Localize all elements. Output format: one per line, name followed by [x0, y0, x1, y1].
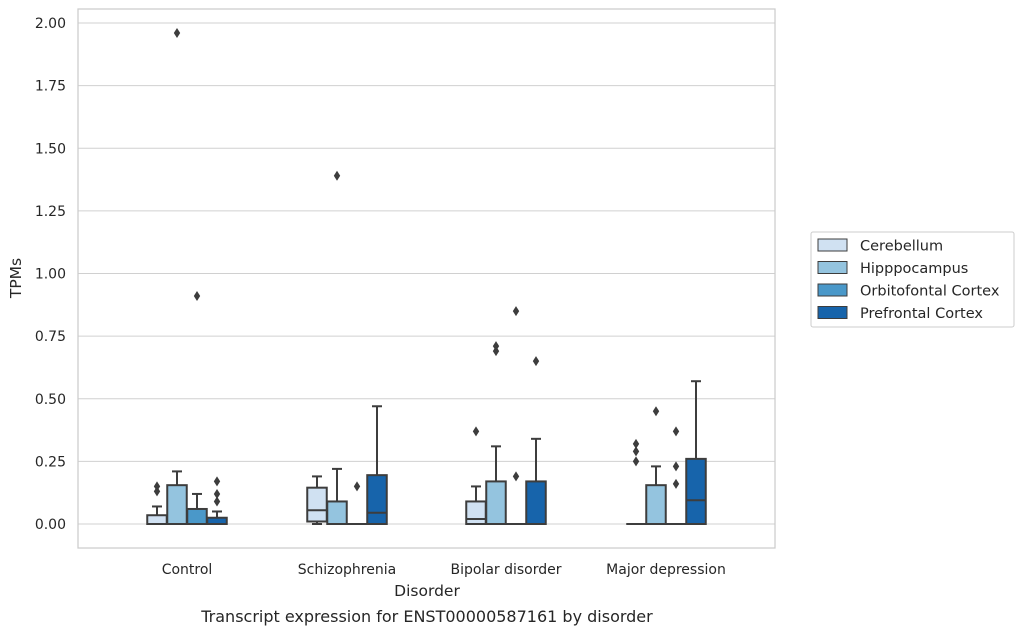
- box: [506, 306, 526, 525]
- box-body: [306, 486, 328, 523]
- y-tick-label: 0.50: [35, 392, 66, 408]
- box-body: [366, 474, 388, 525]
- outlier-point: [632, 438, 640, 449]
- y-tick-label: 2.00: [35, 16, 66, 32]
- legend-swatch: [817, 261, 848, 274]
- box: [326, 170, 348, 525]
- legend-item: Cerebellum: [817, 238, 943, 255]
- outlier-point: [213, 496, 221, 507]
- x-tick-label: Schizophrenia: [298, 562, 396, 578]
- legend-swatch: [817, 306, 848, 319]
- legend-item: Hipppocampus: [817, 261, 968, 277]
- outlier-point: [492, 346, 500, 357]
- plot-frame: [77, 8, 776, 549]
- legend-frame: [810, 231, 1015, 328]
- y-tick-label: 1.00: [35, 267, 66, 283]
- box: [525, 356, 547, 526]
- box-body: [186, 507, 208, 526]
- outlier-point: [672, 478, 680, 489]
- outlier-point: [632, 446, 640, 457]
- box: [645, 406, 667, 525]
- box: [306, 475, 328, 525]
- legend-label: Cerebellum: [860, 239, 943, 255]
- box: [166, 28, 188, 525]
- outlier-point: [193, 291, 201, 302]
- box-body: [465, 500, 487, 525]
- outlier-point: [672, 461, 680, 472]
- y-tick-label: 1.25: [35, 204, 66, 220]
- outlier-point: [512, 471, 520, 482]
- box-series: [146, 28, 707, 526]
- legend-swatch: [817, 238, 848, 252]
- outlier-point: [472, 426, 480, 437]
- y-tick-label: 0.00: [35, 517, 66, 533]
- outlier-point: [672, 426, 680, 437]
- box-body: [485, 480, 507, 526]
- y-tick-label: 1.75: [35, 79, 66, 95]
- box-body: [166, 484, 188, 525]
- y-tick-label: 0.75: [35, 329, 66, 345]
- box: [206, 476, 228, 525]
- box: [626, 438, 646, 525]
- legend-item: Prefrontal Cortex: [817, 306, 983, 322]
- x-tick-labels: Control Schizophrenia Bipolar disorder Majo…: [162, 562, 726, 578]
- legend-label: Orbitofontal Cortex: [860, 284, 1000, 300]
- y-axis-label: TPMs: [7, 258, 25, 299]
- box-body: [645, 484, 667, 525]
- series-prefrontal-cortex: [206, 356, 707, 526]
- y-tick-label: 0.25: [35, 454, 66, 470]
- series-orbitofontal-cortex: [186, 291, 686, 526]
- box: [485, 341, 507, 526]
- y-tick-labels: 0.00 0.25 0.50 0.75 1.00 1.25 1.50 1.75 2.00: [35, 16, 66, 533]
- box: [366, 405, 388, 525]
- box-body: [146, 514, 168, 525]
- box: [465, 426, 487, 525]
- outlier-point: [512, 306, 520, 317]
- outlier-point: [173, 28, 181, 39]
- legend-item: Orbitofontal Cortex: [817, 283, 1000, 300]
- outlier-point: [213, 488, 221, 499]
- box: [666, 426, 686, 525]
- outlier-point: [333, 170, 341, 181]
- box-body: [525, 480, 547, 526]
- outlier-point: [492, 341, 500, 352]
- chart-caption: Transcript expression for ENST0000058716…: [200, 607, 653, 626]
- outlier-point: [632, 456, 640, 467]
- x-tick-label: Control: [162, 562, 213, 578]
- outlier-point: [153, 486, 161, 497]
- legend-label: Prefrontal Cortex: [860, 306, 983, 322]
- box: [347, 481, 367, 525]
- box: [685, 380, 707, 525]
- legend-swatch: [817, 283, 848, 297]
- legend-label: Hipppocampus: [860, 261, 968, 277]
- box-body: [685, 457, 707, 525]
- outlier-point: [652, 406, 660, 417]
- x-axis-label: Disorder: [394, 582, 460, 600]
- outlier-point: [532, 356, 540, 367]
- series-hipppocampus: [166, 28, 667, 526]
- box: [186, 291, 208, 526]
- outlier-point: [213, 476, 221, 487]
- x-tick-label: Major depression: [606, 562, 726, 578]
- y-tick-label: 1.50: [35, 141, 66, 157]
- outlier-point: [353, 481, 361, 492]
- outlier-point: [153, 481, 161, 492]
- legend: Cerebellum Hipppocampus Orbitofontal Corte…: [810, 231, 1015, 328]
- box-body: [326, 500, 348, 525]
- x-tick-label: Bipolar disorder: [450, 562, 561, 578]
